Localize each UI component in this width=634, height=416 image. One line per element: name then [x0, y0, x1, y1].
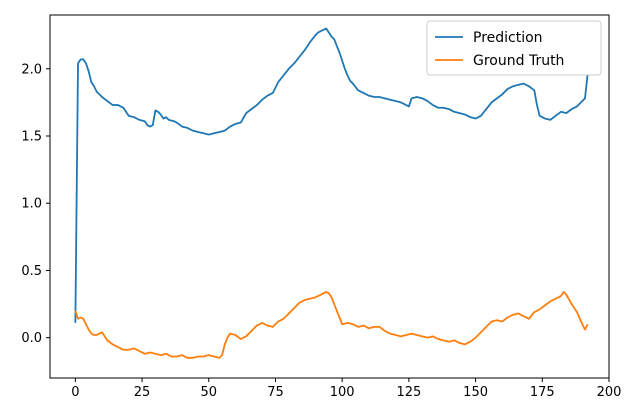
legend-label-1: Ground Truth [473, 53, 564, 69]
plot-area [74, 27, 589, 359]
x-tick-label: 150 [463, 385, 488, 400]
x-tick-label: 50 [200, 385, 217, 400]
legend: Prediction Ground Truth [426, 20, 602, 76]
y-tick-label: 2.0 [21, 62, 42, 77]
x-tick-label: 200 [597, 385, 622, 400]
x-tick-label: 0 [71, 385, 79, 400]
axes: 0 25 50 75 100 125 150 175 200 0.0 0.5 1.0 1.5 2.0 [21, 14, 622, 400]
x-tick-label: 25 [134, 385, 151, 400]
x-tick-label: 175 [530, 385, 555, 400]
legend-label-0: Prediction [473, 30, 543, 46]
x-tick-label: 75 [267, 385, 284, 400]
x-tick-label: 125 [396, 385, 421, 400]
plot-frame [49, 14, 610, 379]
legend-box [426, 20, 602, 76]
y-tick-label: 0.0 [21, 331, 42, 346]
series-line-0 [74, 27, 589, 323]
x-tick-label: 100 [330, 385, 355, 400]
y-tick-label: 1.5 [21, 130, 42, 145]
y-tick-label: 1.0 [21, 197, 42, 212]
series-line-1 [74, 291, 589, 359]
y-tick-label: 0.5 [21, 264, 42, 279]
